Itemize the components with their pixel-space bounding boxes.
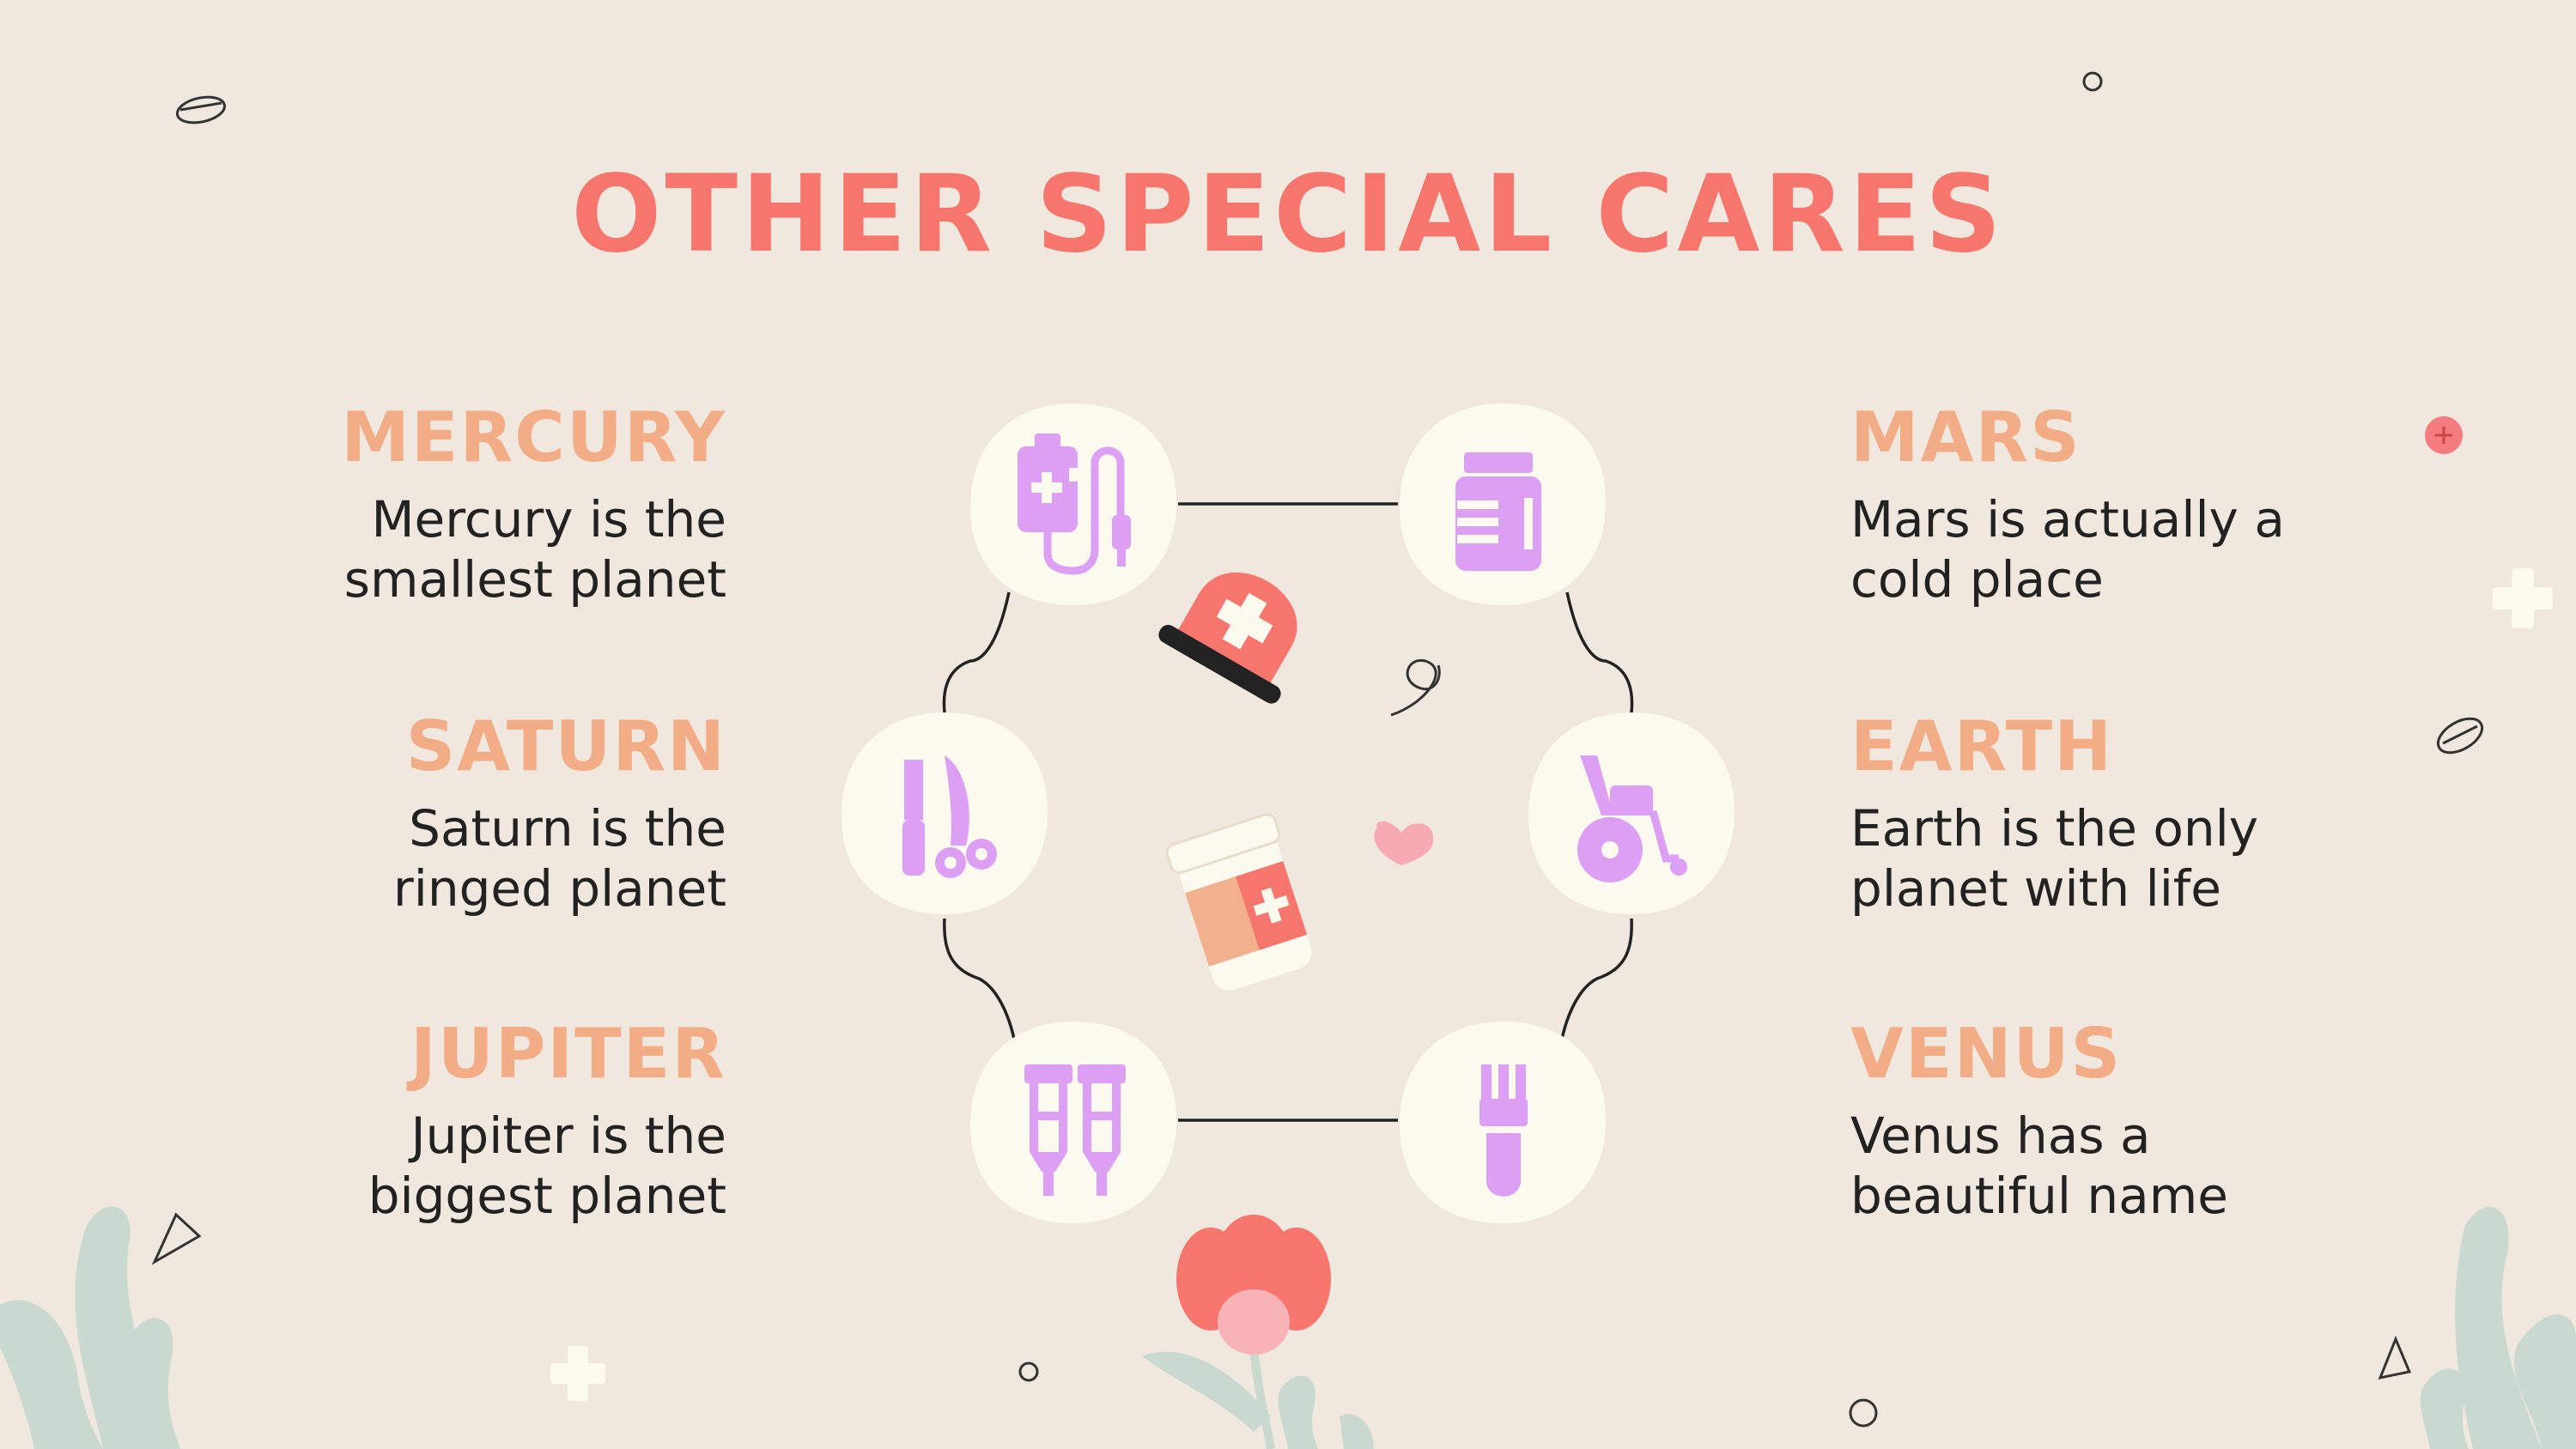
item-line-1: Venus has a bbox=[1850, 1106, 2151, 1165]
leaf-decoration-right bbox=[2420, 1207, 2576, 1449]
item-jupiter: JUPITER Jupiter is the biggest planet bbox=[194, 1013, 726, 1226]
surgical-tools-icon bbox=[902, 755, 997, 878]
wheelchair-bubble bbox=[1528, 712, 1735, 914]
plus-icon bbox=[550, 568, 2553, 1401]
item-earth: EARTH Earth is the only planet with life bbox=[1850, 706, 2383, 919]
outline-doodles bbox=[151, 71, 2484, 1428]
test-tube-icon bbox=[1479, 1064, 1528, 1197]
item-line-2: planet with life bbox=[1850, 859, 2221, 918]
iv-drip-bubble bbox=[970, 403, 1176, 605]
item-description: Mercury is the smallest planet bbox=[194, 489, 726, 609]
item-line-2: smallest planet bbox=[343, 550, 726, 609]
leaf-decoration-left bbox=[0, 1206, 180, 1449]
item-venus: VENUS Venus has a beautiful name bbox=[1850, 1013, 2383, 1226]
emergency-siren-icon bbox=[1158, 572, 1297, 704]
item-line-1: Mercury is the bbox=[371, 490, 726, 549]
medicine-jar-bubble bbox=[1400, 403, 1606, 605]
item-mercury: MERCURY Mercury is the smallest planet bbox=[194, 397, 726, 609]
item-mars: MARS Mars is actually a cold place bbox=[1850, 397, 2383, 609]
item-line-1: Jupiter is the bbox=[410, 1106, 726, 1165]
item-description: Saturn is the ringed planet bbox=[194, 798, 726, 919]
item-heading: MERCURY bbox=[341, 397, 726, 477]
wheelchair-icon bbox=[1577, 755, 1687, 882]
item-heading: JUPITER bbox=[410, 1014, 726, 1094]
item-line-1: Mars is actually a bbox=[1850, 490, 2285, 549]
item-line-2: cold place bbox=[1850, 550, 2104, 609]
hexagon-connector bbox=[942, 502, 1634, 1122]
crutches-icon bbox=[1024, 1064, 1126, 1196]
item-heading: VENUS bbox=[1850, 1014, 2123, 1094]
flower-icon bbox=[1176, 1215, 1331, 1449]
page-title: OTHER SPECIAL CARES bbox=[571, 153, 2005, 276]
item-saturn: SATURN Saturn is the ringed planet bbox=[194, 706, 726, 919]
item-description: Jupiter is the biggest planet bbox=[194, 1106, 726, 1226]
item-heading: SATURN bbox=[405, 706, 726, 786]
surgical-tools-bubble bbox=[841, 712, 1048, 914]
item-line-1: Earth is the only bbox=[1850, 799, 2259, 858]
item-line-2: beautiful name bbox=[1850, 1167, 2228, 1225]
item-description: Mars is actually a cold place bbox=[1850, 489, 2383, 609]
item-line-2: biggest planet bbox=[368, 1167, 726, 1225]
item-line-2: ringed planet bbox=[392, 859, 726, 918]
test-tube-bubble bbox=[1400, 1022, 1606, 1223]
item-line-1: Saturn is the bbox=[409, 799, 726, 858]
item-heading: EARTH bbox=[1850, 706, 2114, 786]
pill-bottle-icon bbox=[1165, 813, 1312, 991]
crutches-bubble bbox=[970, 1022, 1176, 1223]
item-description: Earth is the only planet with life bbox=[1850, 798, 2383, 919]
pill-decoration bbox=[2425, 416, 2463, 454]
leaf-decoration-center bbox=[1142, 1351, 1374, 1449]
item-heading: MARS bbox=[1850, 397, 2081, 477]
iv-drip-icon bbox=[1018, 433, 1131, 575]
item-description: Venus has a beautiful name bbox=[1850, 1106, 2383, 1226]
medicine-jar-icon bbox=[1455, 452, 1541, 571]
